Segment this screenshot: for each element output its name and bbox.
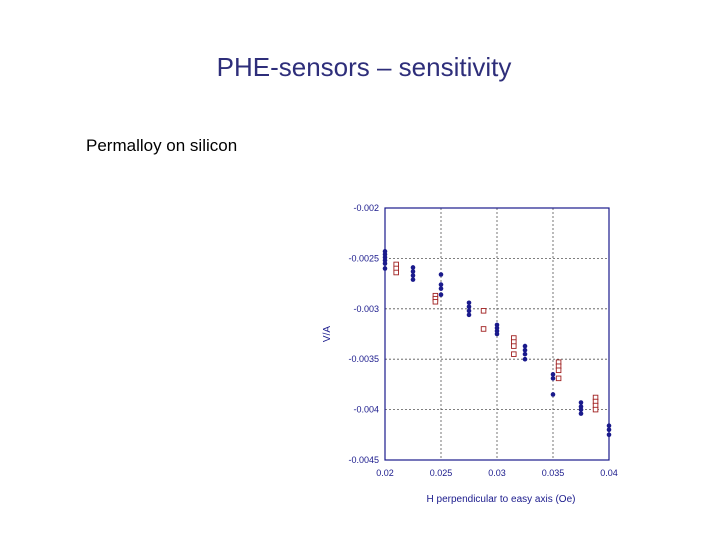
- data-point: [511, 351, 517, 357]
- data-point: [550, 376, 556, 381]
- y-tick-label: -0.0025: [348, 253, 379, 263]
- data-point: [410, 277, 416, 282]
- data-point: [522, 351, 528, 357]
- data-point: [438, 292, 444, 297]
- series-2: [393, 261, 599, 413]
- data-point: [382, 261, 388, 266]
- data-point: [522, 343, 528, 349]
- y-tick-label: -0.004: [353, 405, 379, 415]
- x-axis-label: H perpendicular to easy axis (Oe): [427, 494, 576, 505]
- data-point: [578, 407, 584, 412]
- data-point: [511, 343, 517, 349]
- x-tick-label: 0.035: [542, 468, 565, 478]
- x-tick-label: 0.04: [600, 468, 618, 478]
- data-point: [606, 432, 612, 438]
- data-point: [522, 356, 528, 362]
- x-tick-label: 0.02: [376, 468, 394, 478]
- y-tick-label: -0.002: [353, 203, 379, 213]
- data-point: [438, 282, 444, 287]
- y-tick-label: -0.003: [353, 304, 379, 314]
- y-tick-label: -0.0035: [348, 354, 379, 364]
- data-point: [410, 265, 416, 270]
- data-point: [550, 372, 556, 377]
- data-point: [466, 300, 472, 306]
- data-point: [432, 298, 439, 305]
- data-point: [578, 400, 584, 405]
- data-point: [494, 331, 500, 337]
- data-point: [578, 411, 584, 416]
- data-point: [522, 347, 528, 353]
- data-point: [480, 326, 487, 332]
- data-series: [382, 249, 612, 438]
- data-point: [410, 273, 416, 278]
- data-point: [466, 308, 472, 314]
- slide-title: PHE-sensors – sensitivity: [216, 52, 512, 82]
- y-tick-label: -0.0045: [348, 455, 379, 465]
- plot-frame: [384, 207, 610, 461]
- data-point: [382, 266, 388, 271]
- data-point: [606, 427, 612, 433]
- data-point: [555, 367, 562, 374]
- data-point: [592, 406, 599, 413]
- data-point: [410, 269, 416, 274]
- data-point: [393, 269, 399, 276]
- slide-subtitle: Permalloy on silicon: [86, 136, 238, 155]
- x-tick-label: 0.025: [430, 468, 453, 478]
- data-point: [438, 272, 444, 277]
- x-tick-label: 0.03: [488, 468, 506, 478]
- data-point: [606, 423, 612, 429]
- series-1: [382, 249, 612, 438]
- data-point: [480, 308, 487, 314]
- axis-tick-labels: 0.02 0.025 0.03 0.035 0.04 -0.002 -0.0025 -0.00…: [348, 203, 617, 478]
- data-point: [438, 286, 444, 291]
- y-axis-label: V/A: [322, 326, 333, 342]
- data-point: [466, 304, 472, 310]
- data-point: [555, 375, 562, 382]
- data-point: [550, 392, 556, 397]
- data-point: [466, 312, 472, 318]
